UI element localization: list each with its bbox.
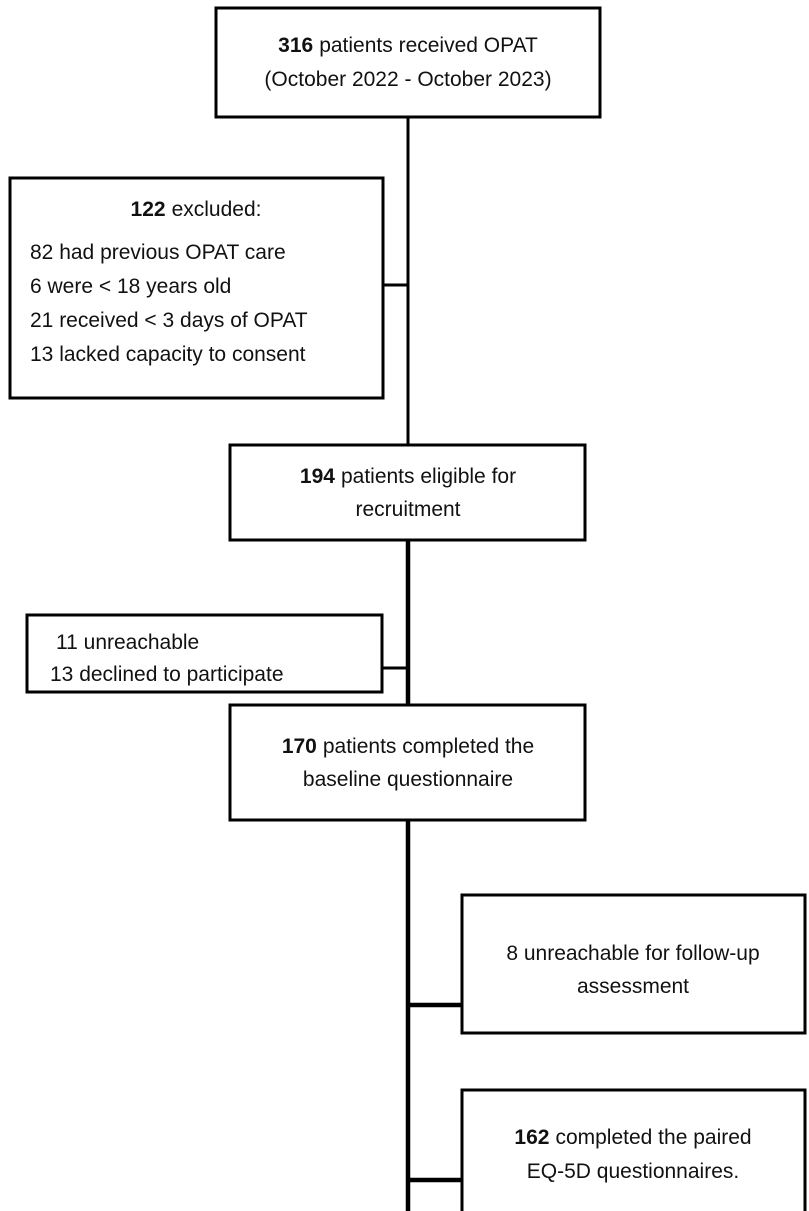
node-text: 170 patients completed the [282,735,534,758]
count: 162 [514,1126,549,1149]
node-line: (October 2022 - October 2023) [264,68,551,91]
node-text: 122 excluded: [131,198,262,221]
box [460,893,807,1035]
box [228,703,587,822]
head: excluded: [172,198,262,221]
node-text: 316 patients received OPAT [278,34,538,57]
box [25,613,384,694]
node-line: 21 received < 3 days of OPAT [30,309,308,332]
node-line: assessment [577,975,689,998]
node-line: 8 unreachable for follow-up [506,942,759,965]
node-line: 13 declined to participate [50,663,284,686]
node-line: 82 had previous OPAT care [30,241,286,264]
count: 194 [300,465,335,488]
count: 122 [131,198,166,221]
node-line: EQ-5D questionnaires. [527,1160,739,1183]
box [228,443,587,542]
node-line: 11 unreachable [56,631,199,654]
head: patients completed the [323,735,534,758]
head: patients eligible for [341,465,516,488]
count: 170 [282,735,317,758]
node-line: baseline questionnaire [303,768,513,791]
node-line: 6 were < 18 years old [30,275,231,298]
node-line: 13 lacked capacity to consent [30,343,306,366]
box [8,176,385,400]
box [214,6,602,119]
node-text: 194 patients eligible for [300,465,516,488]
node-text: 162 completed the paired [514,1126,751,1149]
box [460,1088,807,1211]
node-line: recruitment [355,498,460,521]
head: completed the paired [555,1126,751,1149]
count: 316 [278,34,313,57]
head: patients received OPAT [319,34,538,57]
